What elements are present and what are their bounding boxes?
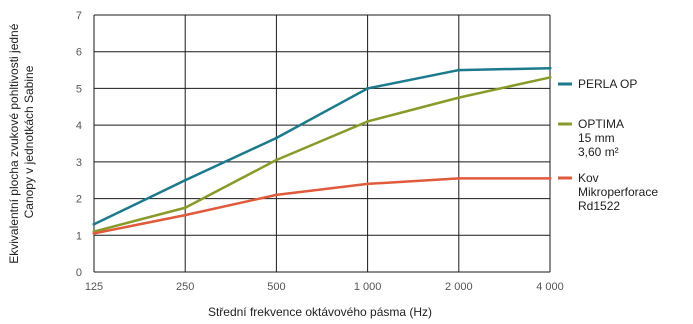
y-tick-label: 2 [76, 194, 82, 206]
data-point [274, 136, 278, 140]
axes: 0 1 2 3 4 5 6 7 125 250 500 1 000 2 000 4 000 [76, 10, 564, 293]
y-tick-label: 6 [76, 47, 82, 59]
data-point [457, 68, 461, 72]
legend-label: Kov [578, 171, 599, 185]
y-tick-label: 7 [76, 10, 82, 22]
y-axis-title-line-1: Ekvivalentní plocha zvukové pohltivosti … [7, 23, 21, 263]
series-line-1 [93, 66, 551, 226]
data-point [274, 158, 278, 162]
y-tick-label: 1 [76, 230, 82, 242]
x-tick-label: 250 [176, 281, 194, 293]
data-point [366, 119, 370, 123]
grid [93, 14, 551, 273]
legend-label: OPTIMA [578, 117, 624, 131]
data-point [548, 176, 552, 180]
y-axis-title-line-2: Canopy v jednotkách Sabine [22, 65, 36, 218]
data-point [183, 178, 187, 182]
series-lines [92, 66, 552, 235]
data-point [457, 96, 461, 100]
x-axis-title: Střední frekvence oktávového pásma (Hz) [208, 305, 432, 319]
data-point [548, 66, 552, 70]
legend-label: 15 mm [578, 131, 615, 145]
legend-label: PERLA OP [578, 77, 637, 91]
data-point [366, 86, 370, 90]
data-point [183, 206, 187, 210]
x-tick-label: 1 000 [354, 281, 382, 293]
x-tick-label: 2 000 [445, 281, 473, 293]
y-tick-label: 4 [76, 120, 82, 132]
y-tick-label: 3 [76, 157, 82, 169]
x-tick-label: 4 000 [536, 281, 564, 293]
data-point [92, 231, 96, 235]
y-tick-label: 5 [76, 83, 82, 95]
x-tick-label: 500 [267, 281, 285, 293]
data-point [457, 176, 461, 180]
data-point [366, 182, 370, 186]
data-point [548, 75, 552, 79]
series-line-2 [93, 76, 551, 233]
legend-label: Rd1522 [578, 199, 620, 213]
series-line-3 [93, 177, 550, 235]
data-point [92, 222, 96, 226]
legend-label: Mikroperforace [578, 185, 658, 199]
y-tick-label: 0 [76, 267, 82, 279]
data-point [274, 193, 278, 197]
y-axis-title: Ekvivalentní plocha zvukové pohltivosti … [7, 20, 36, 263]
x-tick-label: 125 [85, 281, 103, 293]
data-point [183, 213, 187, 217]
legend-label: 3,60 m² [578, 145, 619, 159]
